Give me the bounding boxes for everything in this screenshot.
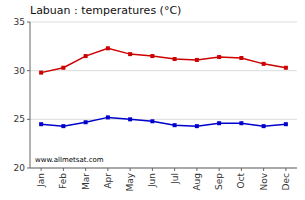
point-marker <box>128 52 132 56</box>
point-marker <box>39 122 43 126</box>
point-marker <box>284 122 288 126</box>
point-marker <box>239 121 243 125</box>
x-tick <box>152 168 153 171</box>
x-tick <box>219 168 220 171</box>
point-marker <box>61 66 65 70</box>
x-tick-label: Jan <box>36 173 46 188</box>
point-marker <box>128 117 132 121</box>
x-tick-label: Mar <box>81 173 91 190</box>
y-tick <box>27 119 30 120</box>
x-tick-label: May <box>125 172 135 191</box>
point-marker <box>284 66 288 70</box>
x-tick <box>107 168 108 171</box>
y-tick <box>27 70 30 71</box>
grid <box>30 22 297 168</box>
y-tick <box>27 168 30 169</box>
x-tick-label: Jul <box>170 173 180 185</box>
x-tick <box>241 168 242 171</box>
point-marker <box>84 54 88 58</box>
x-tick <box>196 168 197 171</box>
grid-line <box>30 22 297 23</box>
y-tick-label: 30 <box>14 66 26 76</box>
grid-line <box>30 70 297 71</box>
point-marker <box>262 62 266 66</box>
x-tick <box>130 168 131 171</box>
plot-area <box>39 46 288 128</box>
point-marker <box>239 56 243 60</box>
x-tick <box>41 168 42 171</box>
x-tick-label: Nov <box>259 172 269 190</box>
y-axis-line <box>30 22 31 168</box>
grid-line <box>30 119 297 120</box>
x-tick-label: Dec <box>281 173 291 190</box>
x-tick-label: Oct <box>236 173 246 189</box>
point-marker <box>173 123 177 127</box>
x-tick <box>263 168 264 171</box>
watermark: www.allmetsat.com <box>35 156 104 164</box>
point-marker <box>84 120 88 124</box>
series-line <box>41 117 286 126</box>
chart-container: 20 25 30 35 Jan Feb Mar Apr May Jun Jul Aug Sep Oct No… <box>0 0 305 200</box>
point-marker <box>106 115 110 119</box>
y-tick-label: 35 <box>14 17 25 27</box>
series-line <box>41 48 286 72</box>
point-marker <box>39 71 43 75</box>
x-tick <box>174 168 175 171</box>
x-tick-label: Aug <box>192 173 202 191</box>
title: Labuan : temperatures (°C) <box>30 4 181 17</box>
point-marker <box>262 124 266 128</box>
point-marker <box>195 124 199 128</box>
x-tick-label: Apr <box>103 173 113 189</box>
point-marker <box>106 46 110 50</box>
x-tick <box>285 168 286 171</box>
point-marker <box>150 54 154 58</box>
point-marker <box>173 57 177 61</box>
point-marker <box>61 124 65 128</box>
x-tick <box>63 168 64 171</box>
x-tick-label: Jun <box>147 173 157 188</box>
chart: 20 25 30 35 Jan Feb Mar Apr May Jun Jul Aug Sep Oct No… <box>0 0 305 200</box>
point-marker <box>150 119 154 123</box>
point-marker <box>195 58 199 62</box>
y-tick-label: 25 <box>14 114 25 124</box>
x-tick-label: Sep <box>214 173 224 190</box>
point-marker <box>217 55 221 59</box>
x-axis-line <box>30 168 297 169</box>
grid-line <box>30 168 297 169</box>
y-tick <box>27 22 30 23</box>
x-tick-label: Feb <box>58 173 68 189</box>
y-tick-label: 20 <box>14 163 26 173</box>
x-tick <box>85 168 86 171</box>
point-marker <box>217 121 221 125</box>
